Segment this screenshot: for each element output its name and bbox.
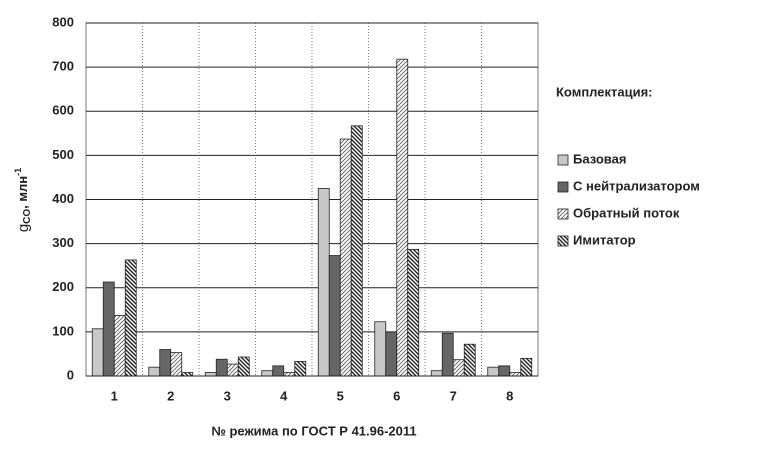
y-tick-label: 700 (52, 59, 74, 74)
bar (452, 359, 465, 377)
y-axis-title: gCO, млн-1 (13, 168, 32, 232)
bar (159, 349, 172, 377)
bar (226, 363, 239, 377)
bar (317, 188, 330, 377)
y-tick-label: 600 (52, 103, 74, 118)
x-tick-label: 3 (224, 388, 231, 403)
legend-title: Комплектация: (556, 84, 653, 99)
bar (272, 365, 285, 377)
bar (215, 358, 228, 377)
x-axis-title: № режима по ГОСТ Р 41.96-2011 (211, 423, 416, 438)
x-tick-label: 7 (450, 388, 457, 403)
x-tick-label: 6 (393, 388, 400, 403)
bar (385, 331, 398, 377)
legend-swatch (557, 208, 569, 220)
bar (91, 328, 104, 377)
legend-swatch (557, 181, 569, 193)
y-title-sup: -1 (13, 168, 23, 176)
bar (407, 248, 420, 377)
y-title-text: , млн (15, 176, 30, 209)
bar (170, 352, 183, 377)
bar (520, 357, 533, 377)
bar (396, 58, 409, 377)
bar (430, 370, 443, 377)
bar (237, 356, 250, 377)
y-tick-label: 800 (52, 14, 74, 29)
y-title-sub: CO (22, 209, 33, 224)
bar (487, 366, 500, 377)
bar (113, 315, 126, 377)
bar (441, 332, 454, 377)
legend-label: Имитатор (573, 232, 636, 247)
y-tick-label: 200 (52, 279, 74, 294)
x-tick-label: 5 (337, 388, 344, 403)
x-tick-label: 2 (167, 388, 174, 403)
bar (374, 321, 387, 377)
legend-swatch (557, 235, 569, 247)
y-tick-label: 100 (52, 323, 74, 338)
bar (463, 343, 476, 377)
bar (350, 125, 363, 377)
bar (328, 255, 341, 377)
x-tick-label: 4 (280, 388, 288, 403)
y-title-main: g (15, 224, 32, 232)
bar (294, 361, 307, 377)
bar (509, 372, 522, 377)
x-tick-label: 8 (506, 388, 513, 403)
legend-label: Обратный поток (573, 205, 680, 220)
bar (181, 372, 194, 377)
x-tick-label: 1 (111, 388, 118, 403)
bar (124, 259, 137, 377)
bar (204, 372, 217, 377)
legend-label: Базовая (573, 151, 626, 166)
y-tick-label: 500 (52, 147, 74, 162)
bar (339, 138, 352, 377)
y-tick-label: 300 (52, 235, 74, 250)
bar (498, 365, 511, 377)
legend-label: С нейтрализатором (573, 178, 700, 193)
bar (148, 366, 161, 377)
bar (283, 372, 296, 377)
bar (102, 281, 115, 377)
bar (261, 370, 274, 377)
legend-swatch (557, 154, 569, 166)
y-tick-label: 400 (52, 191, 74, 206)
y-tick-label: 0 (67, 367, 74, 382)
